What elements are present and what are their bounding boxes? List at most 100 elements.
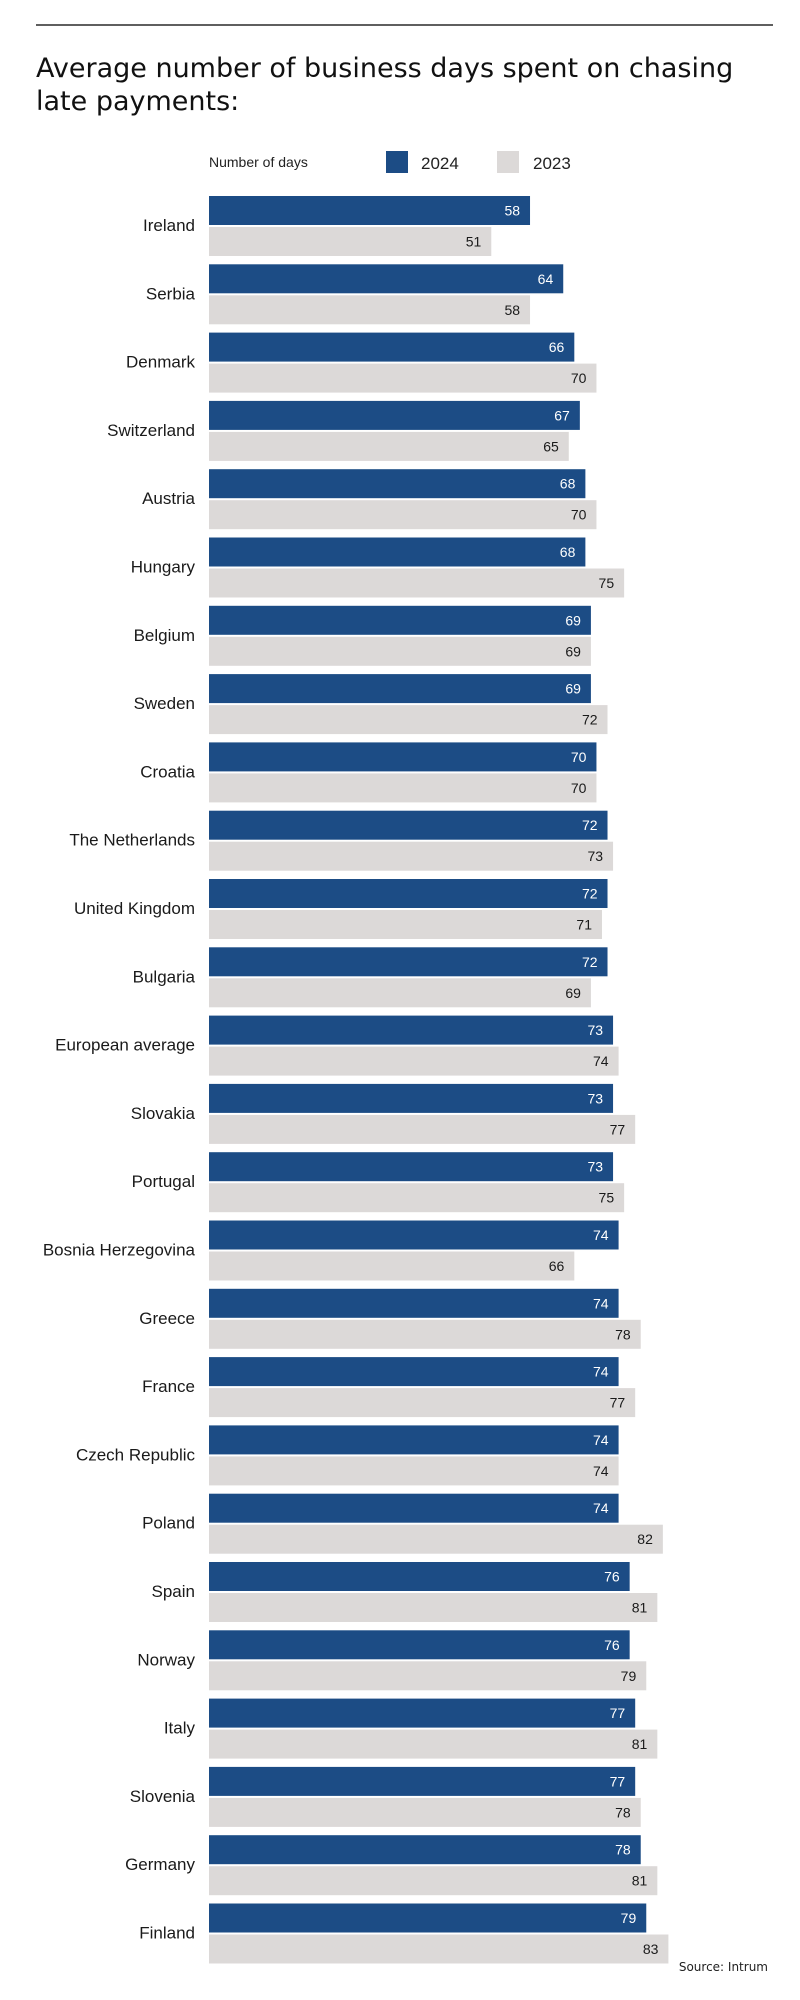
category-label-slovakia: Slovakia bbox=[131, 1104, 196, 1123]
value-label-czech-republic-2024: 74 bbox=[593, 1432, 609, 1448]
bar-united-kingdom-2023 bbox=[209, 910, 602, 939]
value-label-greece-2024: 74 bbox=[593, 1295, 609, 1311]
bar-sweden-2024 bbox=[209, 674, 591, 704]
bar-portugal-2023 bbox=[209, 1183, 625, 1213]
value-label-slovenia-2024: 77 bbox=[610, 1773, 626, 1789]
value-label-poland-2023: 82 bbox=[637, 1531, 653, 1547]
bar-slovenia-2023 bbox=[209, 1797, 641, 1827]
bar-european-average-2023 bbox=[209, 1046, 619, 1076]
category-label-european-average: European average bbox=[55, 1036, 195, 1055]
value-label-belgium-2024: 69 bbox=[565, 612, 581, 628]
category-label-denmark: Denmark bbox=[126, 353, 195, 372]
category-label-serbia: Serbia bbox=[146, 284, 196, 303]
bar-poland-2023 bbox=[209, 1524, 663, 1554]
value-label-belgium-2023: 69 bbox=[565, 643, 581, 659]
value-label-finland-2023: 83 bbox=[643, 1941, 659, 1957]
value-label-austria-2023: 70 bbox=[571, 507, 587, 523]
value-label-switzerland-2024: 67 bbox=[554, 407, 570, 423]
value-label-greece-2023: 78 bbox=[615, 1326, 631, 1342]
category-label-bosnia-herzegovina: Bosnia Herzegovina bbox=[43, 1241, 196, 1260]
bar-germany-2024 bbox=[209, 1835, 641, 1865]
bar-united-kingdom-2024 bbox=[209, 879, 608, 908]
value-label-european-average-2024: 73 bbox=[587, 1022, 603, 1038]
category-label-portugal: Portugal bbox=[132, 1172, 195, 1191]
bar-hungary-2024 bbox=[209, 537, 586, 567]
bar-serbia-2024 bbox=[209, 264, 564, 294]
bar-spain-2023 bbox=[209, 1593, 658, 1622]
bar-spain-2024 bbox=[209, 1562, 630, 1591]
bar-italy-2024 bbox=[209, 1698, 636, 1728]
bar-greece-2024 bbox=[209, 1288, 619, 1318]
value-label-france-2023: 77 bbox=[610, 1395, 626, 1411]
category-label-croatia: Croatia bbox=[140, 762, 195, 781]
value-label-sweden-2024: 69 bbox=[565, 681, 581, 697]
value-label-bulgaria-2024: 72 bbox=[582, 954, 598, 970]
value-label-hungary-2023: 75 bbox=[599, 575, 615, 591]
legend-label-2024: 2024 bbox=[421, 154, 459, 173]
bar-the-netherlands-2023 bbox=[209, 841, 614, 871]
category-label-the-netherlands: The Netherlands bbox=[69, 831, 195, 850]
category-label-switzerland: Switzerland bbox=[107, 421, 195, 440]
category-label-spain: Spain bbox=[152, 1582, 195, 1601]
value-label-norway-2024: 76 bbox=[604, 1637, 620, 1653]
bar-germany-2023 bbox=[209, 1866, 658, 1896]
bar-bosnia-herzegovina-2024 bbox=[209, 1220, 619, 1250]
value-label-ireland-2023: 51 bbox=[466, 234, 482, 250]
value-label-bosnia-herzegovina-2023: 66 bbox=[549, 1258, 565, 1274]
bar-finland-2024 bbox=[209, 1903, 647, 1933]
value-label-the-netherlands-2024: 72 bbox=[582, 817, 598, 833]
category-label-norway: Norway bbox=[137, 1650, 195, 1669]
bar-slovenia-2024 bbox=[209, 1766, 636, 1796]
value-label-european-average-2023: 74 bbox=[593, 1053, 609, 1069]
value-label-germany-2024: 78 bbox=[615, 1842, 631, 1858]
category-label-belgium: Belgium bbox=[134, 626, 195, 645]
bar-denmark-2023 bbox=[209, 363, 597, 393]
value-label-croatia-2024: 70 bbox=[571, 749, 587, 765]
category-label-czech-republic: Czech Republic bbox=[76, 1445, 196, 1464]
value-label-france-2024: 74 bbox=[593, 1364, 609, 1380]
value-label-switzerland-2023: 65 bbox=[543, 438, 559, 454]
chart-title: Average number of business days spent on… bbox=[36, 53, 734, 117]
value-label-sweden-2023: 72 bbox=[582, 712, 598, 728]
legend-swatch-2024 bbox=[386, 151, 408, 173]
value-label-croatia-2023: 70 bbox=[571, 780, 587, 796]
value-label-spain-2024: 76 bbox=[604, 1569, 620, 1585]
value-label-slovakia-2024: 73 bbox=[587, 1090, 603, 1106]
value-label-denmark-2024: 66 bbox=[549, 339, 565, 355]
value-label-portugal-2023: 75 bbox=[599, 1190, 615, 1206]
bar-sweden-2023 bbox=[209, 705, 608, 735]
bar-switzerland-2024 bbox=[209, 400, 580, 430]
category-label-austria: Austria bbox=[142, 489, 195, 508]
bar-croatia-2024 bbox=[209, 742, 597, 772]
bar-czech-republic-2024 bbox=[209, 1425, 619, 1455]
legend-label-2023: 2023 bbox=[533, 154, 571, 173]
value-label-italy-2024: 77 bbox=[610, 1705, 626, 1721]
value-label-poland-2024: 74 bbox=[593, 1500, 609, 1516]
category-label-sweden: Sweden bbox=[134, 694, 195, 713]
bar-finland-2023 bbox=[209, 1934, 669, 1964]
bar-switzerland-2023 bbox=[209, 431, 569, 461]
value-label-slovenia-2023: 78 bbox=[615, 1804, 631, 1820]
bar-belgium-2023 bbox=[209, 636, 591, 666]
bar-france-2023 bbox=[209, 1388, 636, 1418]
bar-bosnia-herzegovina-2023 bbox=[209, 1251, 575, 1281]
value-label-austria-2024: 68 bbox=[560, 476, 576, 492]
category-label-united-kingdom: United Kingdom bbox=[74, 899, 195, 918]
value-label-serbia-2023: 58 bbox=[504, 302, 520, 318]
bar-greece-2023 bbox=[209, 1319, 641, 1349]
bar-ireland-2024 bbox=[209, 196, 531, 225]
value-label-serbia-2024: 64 bbox=[538, 271, 554, 287]
category-label-bulgaria: Bulgaria bbox=[133, 967, 196, 986]
value-label-united-kingdom-2023: 71 bbox=[576, 917, 592, 933]
source-note: Source: Intrum bbox=[678, 1960, 768, 1974]
category-label-germany: Germany bbox=[125, 1855, 195, 1874]
value-label-slovakia-2023: 77 bbox=[610, 1121, 626, 1137]
category-label-poland: Poland bbox=[142, 1514, 195, 1533]
bar-norway-2024 bbox=[209, 1630, 630, 1660]
bar-france-2024 bbox=[209, 1357, 619, 1387]
bar-bulgaria-2023 bbox=[209, 978, 591, 1008]
category-label-france: France bbox=[142, 1377, 195, 1396]
category-label-slovenia: Slovenia bbox=[130, 1787, 196, 1806]
value-label-bosnia-herzegovina-2024: 74 bbox=[593, 1227, 609, 1243]
